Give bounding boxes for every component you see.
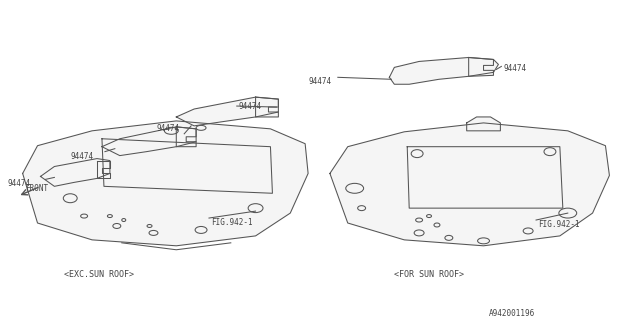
Polygon shape bbox=[102, 127, 196, 156]
Text: <EXC.SUN ROOF>: <EXC.SUN ROOF> bbox=[64, 269, 134, 279]
Polygon shape bbox=[467, 117, 500, 131]
Text: 94474: 94474 bbox=[503, 64, 527, 73]
Text: 94474: 94474 bbox=[308, 77, 332, 86]
Text: 94474: 94474 bbox=[156, 124, 180, 133]
Text: 94474: 94474 bbox=[8, 180, 31, 188]
Polygon shape bbox=[40, 159, 110, 186]
Text: FIG.942-1: FIG.942-1 bbox=[538, 220, 580, 229]
Text: 94474: 94474 bbox=[70, 152, 93, 161]
Polygon shape bbox=[176, 127, 196, 147]
Polygon shape bbox=[22, 121, 308, 246]
Polygon shape bbox=[255, 97, 278, 117]
Polygon shape bbox=[330, 123, 609, 246]
Text: 94474: 94474 bbox=[239, 102, 262, 111]
Text: A942001196: A942001196 bbox=[488, 309, 535, 318]
Polygon shape bbox=[97, 161, 110, 179]
Text: FIG.942-1: FIG.942-1 bbox=[211, 218, 253, 227]
Text: <FOR SUN ROOF>: <FOR SUN ROOF> bbox=[394, 269, 465, 279]
Polygon shape bbox=[389, 58, 499, 84]
Text: FRONT: FRONT bbox=[25, 184, 48, 193]
Polygon shape bbox=[176, 97, 278, 126]
Polygon shape bbox=[468, 58, 493, 76]
